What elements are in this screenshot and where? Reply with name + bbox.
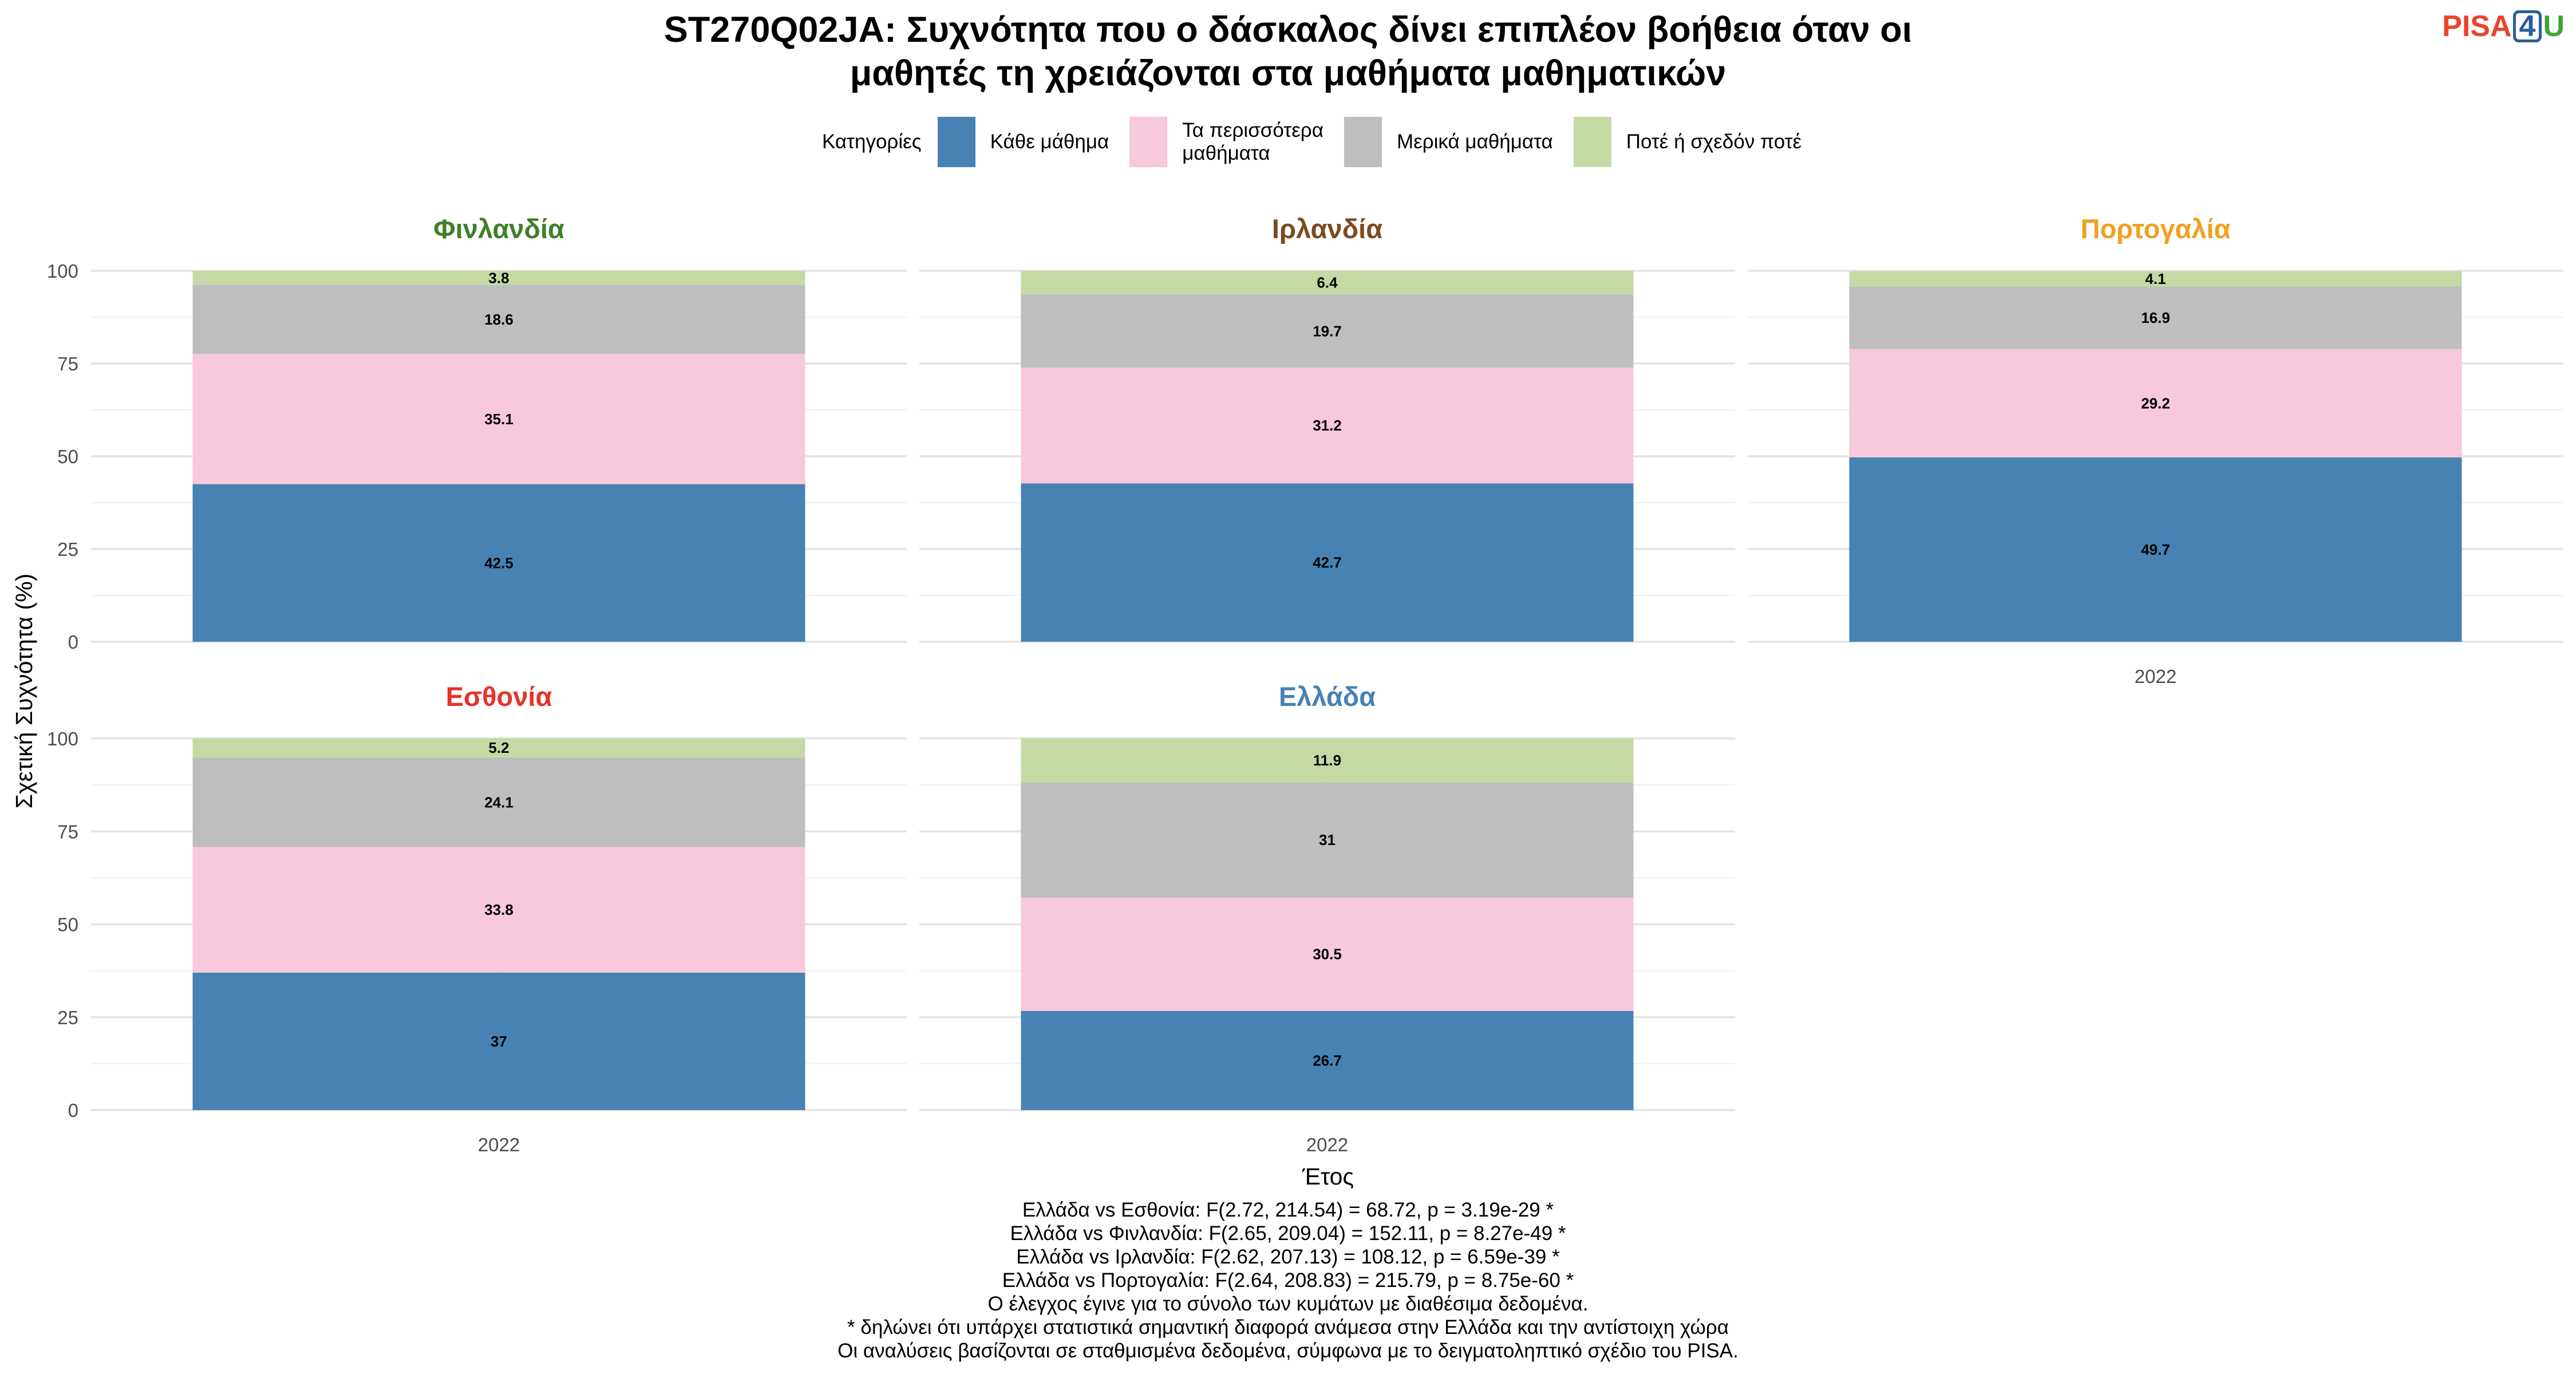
bar-segment xyxy=(1021,483,1634,642)
legend-label: Μερικά μαθήματα xyxy=(1396,131,1553,153)
data-label: 30.5 xyxy=(1313,946,1342,963)
y-tick-label: 100 xyxy=(47,260,78,282)
legend-label: Ποτέ ή σχεδόν ποτέ xyxy=(1626,131,1802,153)
legend-label: Τα περισσότερα μαθήματα xyxy=(1182,119,1323,164)
facet-title: Ιρλανδία xyxy=(1272,214,1382,244)
data-label: 5.2 xyxy=(488,739,509,756)
data-label: 16.9 xyxy=(2141,309,2170,326)
data-label: 42.7 xyxy=(1313,554,1342,571)
footnote-line: * δηλώνει ότι υπάρχει στατιστικά σημαντι… xyxy=(847,1316,1729,1339)
data-label: 6.4 xyxy=(1317,274,1338,291)
data-label: 26.7 xyxy=(1313,1052,1342,1069)
bar-segment xyxy=(1021,738,1634,783)
y-tick-label: 50 xyxy=(57,914,78,935)
bar-segment xyxy=(192,847,805,973)
footnote-line: Ελλάδα vs Φινλανδία: F(2.65, 209.04) = 1… xyxy=(1010,1222,1566,1245)
footnote-line: Ο έλεγχος έγινε για το σύνολο των κυμάτω… xyxy=(987,1293,1589,1315)
data-label: 3.8 xyxy=(488,269,509,286)
data-label: 19.7 xyxy=(1313,322,1342,339)
y-axis-title: Σχετική Συχνότητα (%) xyxy=(11,574,37,809)
y-tick-label: 50 xyxy=(57,446,78,467)
logo-text-four: 4 xyxy=(2512,10,2542,42)
bar-segment xyxy=(1021,1010,1634,1110)
footnote-line: Ελλάδα vs Εσθονία: F(2.72, 214.54) = 68.… xyxy=(1022,1199,1554,1221)
data-label: 31 xyxy=(1319,831,1336,848)
data-label: 37 xyxy=(491,1033,507,1050)
legend: Κατηγορίες Κάθε μάθημα Τα περισσότερα μα… xyxy=(822,117,1822,167)
data-label: 49.7 xyxy=(2141,541,2170,558)
legend-title: Κατηγορίες xyxy=(822,131,922,153)
facet-title: Φινλανδία xyxy=(433,214,564,244)
x-tick-label: 2022 xyxy=(478,1134,520,1155)
bar-segment xyxy=(192,354,805,484)
data-label: 29.2 xyxy=(2141,394,2170,412)
bar-segment xyxy=(1849,271,2462,287)
footnotes: Ελλάδα vs Εσθονία: F(2.72, 214.54) = 68.… xyxy=(0,1198,2576,1363)
legend-item: Μερικά μαθήματα xyxy=(1344,117,1553,167)
facet-title: Ελλάδα xyxy=(1279,681,1376,712)
y-tick-label: 100 xyxy=(47,728,78,749)
y-tick-label: 25 xyxy=(57,539,78,560)
chart-title-line: ST270Q02JA: Συχνότητα που ο δάσκαλος δίν… xyxy=(663,10,1913,50)
data-label: 35.1 xyxy=(484,410,513,428)
legend-swatch xyxy=(937,117,975,167)
x-tick-label: 2022 xyxy=(1306,1134,1348,1155)
bar-segment xyxy=(192,972,805,1110)
legend-label: Κάθε μάθημα xyxy=(990,131,1109,153)
bar-segment xyxy=(192,271,805,285)
bar-segment xyxy=(1021,294,1634,368)
bar-segment xyxy=(1021,897,1634,1011)
footnote-line: Ελλάδα vs Ιρλανδία: F(2.62, 207.13) = 10… xyxy=(1016,1246,1560,1268)
legend-swatch xyxy=(1573,117,1611,167)
bar-segment xyxy=(192,757,805,847)
data-label: 24.1 xyxy=(484,793,513,811)
bar-segment xyxy=(1849,349,2462,457)
bar-segment xyxy=(192,484,805,642)
y-tick-label: 75 xyxy=(57,821,78,842)
logo-text-pisa: PISA xyxy=(2442,10,2512,43)
y-tick-label: 0 xyxy=(68,1100,78,1121)
legend-item: Ποτέ ή σχεδόν ποτέ xyxy=(1573,117,1802,167)
data-label: 42.5 xyxy=(484,554,513,571)
data-label: 33.8 xyxy=(484,901,513,918)
data-label: 18.6 xyxy=(484,311,513,328)
bar-segment xyxy=(1021,368,1634,484)
bar-segment xyxy=(1021,782,1634,898)
x-axis-title: Έτος xyxy=(1302,1163,1354,1190)
legend-swatch xyxy=(1344,117,1382,167)
chart-title-line: μαθητές τη χρειάζονται στα μαθήματα μαθη… xyxy=(850,53,1726,93)
bar-segment xyxy=(192,738,805,758)
pisa4u-logo: PISA 4 U xyxy=(2442,9,2565,44)
y-tick-label: 25 xyxy=(57,1007,78,1028)
legend-item: Κάθε μάθημα xyxy=(937,117,1109,167)
data-label: 11.9 xyxy=(1313,752,1341,769)
x-tick-label: 2022 xyxy=(2135,666,2176,687)
chart-title: ST270Q02JA: Συχνότητα που ο δάσκαλος δίν… xyxy=(0,8,2576,95)
legend-item: Τα περισσότερα μαθήματα xyxy=(1129,117,1323,167)
bar-segment xyxy=(1849,457,2462,642)
bar-segment xyxy=(192,285,805,354)
legend-swatch xyxy=(1129,117,1168,167)
footnote-line: Οι αναλύσεις βασίζονται σε σταθμισμένα δ… xyxy=(837,1340,1739,1362)
facet-title: Πορτογαλία xyxy=(2081,214,2231,244)
data-label: 4.1 xyxy=(2145,270,2166,287)
logo-text-u: U xyxy=(2543,10,2565,43)
y-tick-label: 75 xyxy=(57,353,78,374)
bar-segment xyxy=(1849,286,2462,349)
facet-title: Εσθονία xyxy=(446,681,552,712)
bar-segment xyxy=(1021,271,1634,295)
y-tick-label: 0 xyxy=(68,631,78,653)
footnote-line: Ελλάδα vs Πορτογαλία: F(2.64, 208.83) = … xyxy=(1002,1269,1574,1292)
data-label: 31.2 xyxy=(1313,417,1342,434)
